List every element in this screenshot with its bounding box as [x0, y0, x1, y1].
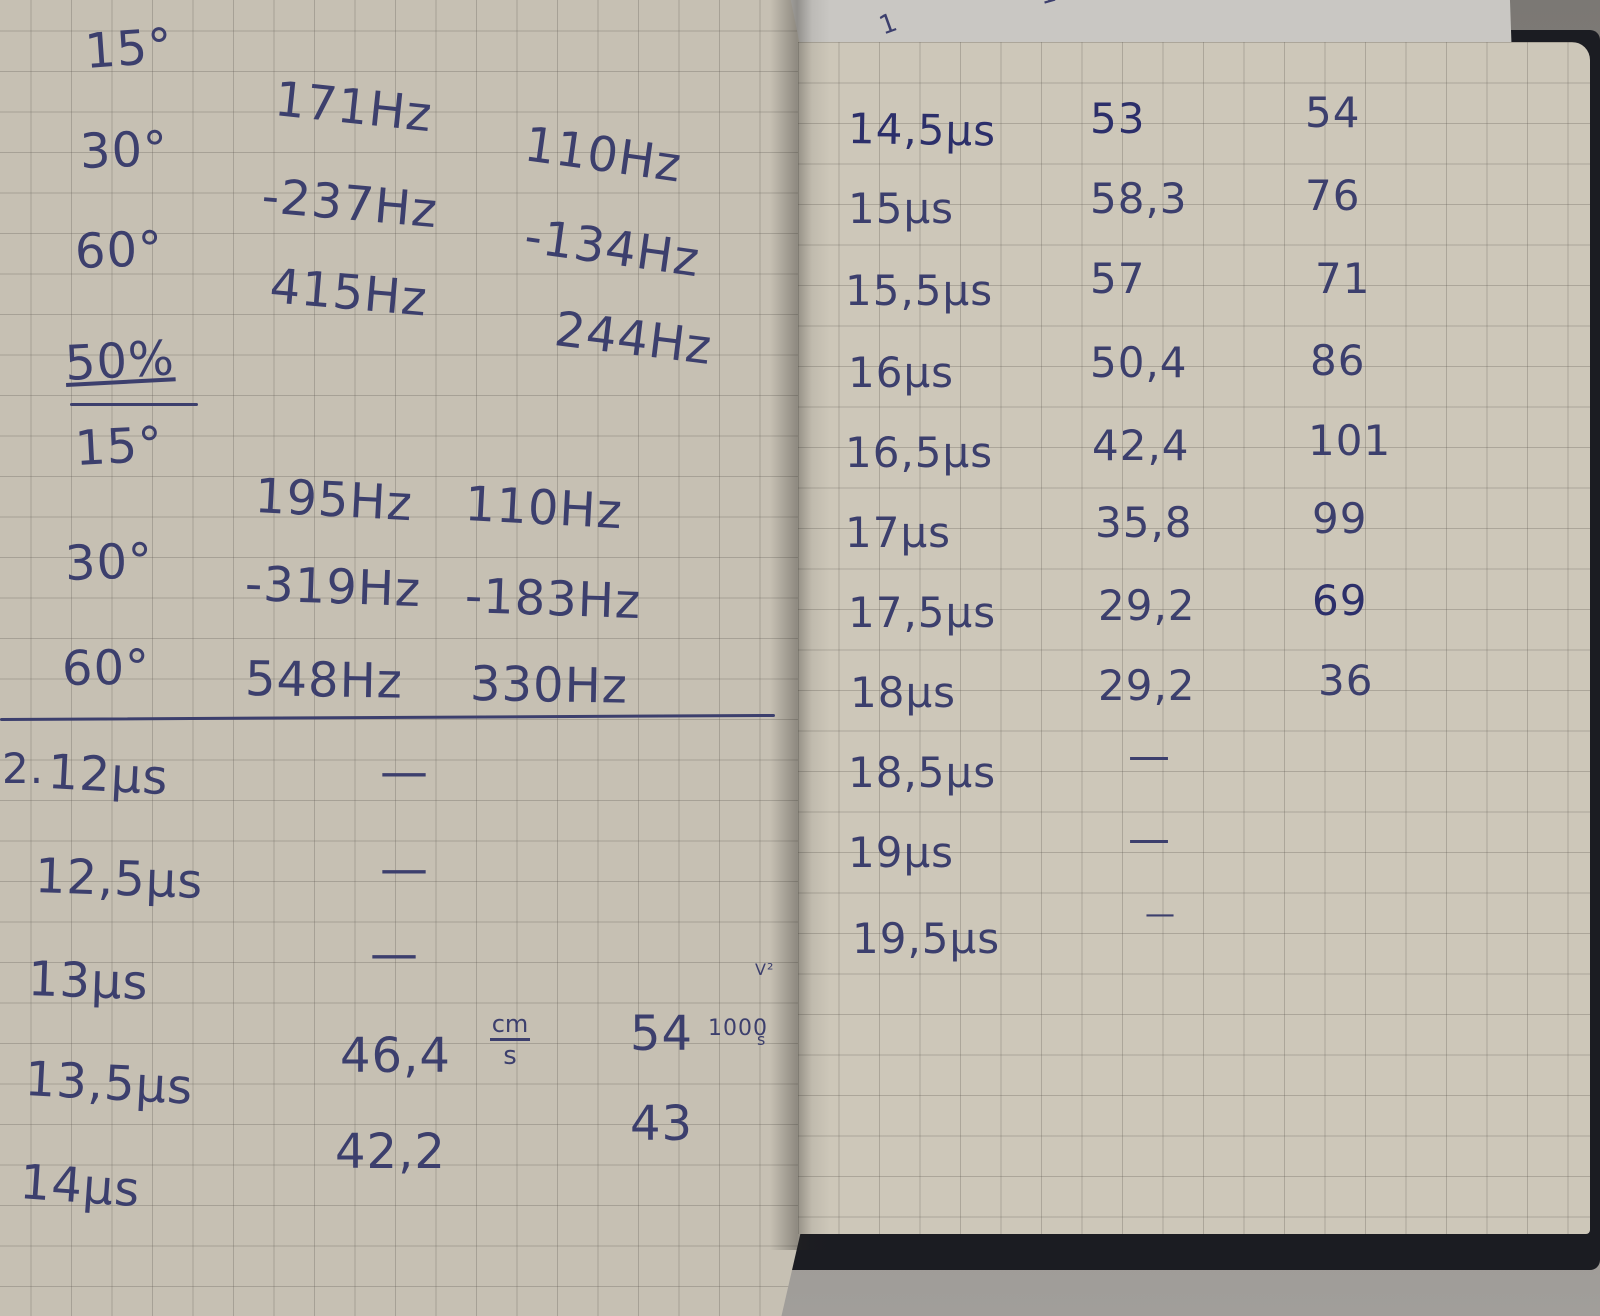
frequency-value: 415Hz [267, 258, 430, 328]
header-fragment-2: 1 [1035, 0, 1060, 11]
value-cell: 29,2 [1098, 661, 1196, 710]
unit-numerator: cm [490, 1012, 530, 1041]
heading-underline [70, 403, 198, 406]
angle-label: 30° [64, 532, 155, 592]
value-cell: — [1128, 814, 1171, 863]
left-page [0, 0, 805, 1316]
value-cell: 58,3 [1090, 174, 1188, 223]
time-label: 17,5μs [848, 588, 997, 637]
time-label: 16μs [848, 348, 955, 397]
value-cell: 42,2 [335, 1124, 446, 1180]
value-cell: — [380, 744, 429, 800]
unit-v-squared: V² [755, 960, 775, 979]
value-cell: 76 [1305, 171, 1361, 220]
time-label: 13,5μs [23, 1051, 195, 1116]
right-page [798, 42, 1590, 1234]
unit-cm-per-s: cm s [490, 1012, 530, 1069]
angle-label: 60° [61, 639, 151, 697]
value-cell: — [1145, 897, 1176, 932]
frequency-value: -183Hz [464, 568, 643, 631]
angle-label: 30° [79, 120, 170, 180]
angle-label: 15° [73, 416, 165, 477]
value-cell: 57 [1090, 254, 1146, 303]
time-label: 19μs [848, 828, 955, 877]
value-cell: 86 [1310, 336, 1366, 385]
value-cell: 71 [1315, 254, 1371, 303]
value-cell: — [1128, 731, 1171, 780]
time-label: 16,5μs [845, 428, 994, 477]
page-gutter [770, 0, 830, 1250]
time-label: 18,5μs [848, 748, 997, 797]
section-heading: 50% [63, 330, 177, 392]
time-label: 18μs [850, 668, 957, 717]
frequency-value: -237Hz [259, 168, 441, 240]
frequency-value: 548Hz [244, 651, 404, 710]
angle-label: 60° [74, 220, 165, 280]
time-label: 14,5μs [847, 104, 997, 156]
unit-denominator: s [503, 1041, 517, 1071]
list-marker: 2. [2, 744, 45, 793]
time-label: 13μs [27, 951, 150, 1012]
frequency-value: 110Hz [463, 476, 625, 541]
unit-factor: 1000 [708, 1016, 768, 1041]
frequency-value: -319Hz [244, 556, 423, 619]
time-label: 15μs [848, 184, 955, 233]
value-cell: 54 [630, 1006, 694, 1062]
value-cell: 46,4 [340, 1028, 451, 1084]
value-cell: 36 [1318, 656, 1374, 705]
value-cell: 99 [1312, 494, 1368, 543]
header-fragment-1: 1 [875, 7, 903, 42]
time-label: 14μs [18, 1154, 143, 1219]
value-cell: 35,8 [1095, 498, 1193, 547]
value-cell: 69 [1312, 576, 1368, 625]
time-label: 12μs [46, 744, 170, 807]
time-label: 17μs [845, 508, 952, 557]
frequency-value: 195Hz [253, 468, 415, 533]
value-cell: 43 [630, 1096, 694, 1152]
time-label: 19,5μs [852, 914, 1001, 963]
angle-label: 15° [83, 17, 175, 80]
value-cell: — [380, 841, 429, 897]
time-label: 15,5μs [845, 266, 994, 315]
value-cell: 42,4 [1092, 421, 1190, 470]
value-cell: 50,4 [1090, 338, 1188, 387]
value-cell: 101 [1308, 416, 1392, 465]
unit-seconds: s [757, 1030, 767, 1049]
value-cell: — [370, 926, 419, 982]
value-cell: 53 [1090, 94, 1146, 143]
frequency-value: 330Hz [469, 656, 629, 715]
time-label: 12,5μs [34, 848, 205, 910]
value-cell: 29,2 [1098, 581, 1196, 630]
value-cell: 54 [1305, 88, 1361, 137]
